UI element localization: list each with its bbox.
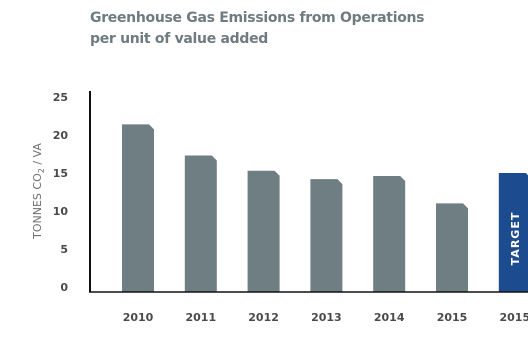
chart-title-line-1: Greenhouse Gas Emissions from Operations	[90, 10, 425, 26]
bar-1	[184, 155, 217, 292]
bar-4	[373, 176, 406, 292]
chart-title-line-2: per unit of value added	[90, 31, 268, 47]
bar-3	[310, 179, 343, 292]
x-tick-label: 2015	[499, 311, 528, 324]
y-tick-label: 0	[60, 281, 68, 294]
bar-5	[436, 203, 468, 292]
y-axis-ticks: 0 5 10 15 20 25	[53, 91, 69, 294]
y-tick-label: 25	[53, 91, 68, 104]
y-tick-label: 5	[60, 243, 68, 256]
y-axis-label-subscript: 2	[37, 168, 46, 173]
y-tick-label: 20	[53, 129, 69, 142]
y-axis-label-prefix: TONNES CO	[31, 173, 44, 240]
bars: TARGET	[122, 124, 528, 292]
x-tick-label: 2012	[248, 311, 279, 324]
x-tick-label: 2014	[374, 311, 405, 324]
x-tick-label: 2011	[185, 311, 216, 324]
bar-6	[498, 173, 528, 292]
x-tick-label: 2013	[311, 311, 342, 324]
bar-2	[247, 170, 280, 292]
x-tick-label: 2010	[123, 311, 154, 324]
bar-0	[122, 124, 154, 292]
x-tick-label: 2015	[437, 311, 468, 324]
x-axis-ticks: 2010 2011 2012 2013 2014 2015 2015	[123, 311, 528, 324]
bar-label-6: TARGET	[509, 212, 522, 266]
y-axis-label-suffix: / VA	[31, 143, 44, 169]
y-tick-label: 10	[53, 205, 69, 218]
y-tick-label: 15	[53, 167, 68, 180]
y-axis-label: TONNES CO2 / VA	[31, 143, 46, 240]
